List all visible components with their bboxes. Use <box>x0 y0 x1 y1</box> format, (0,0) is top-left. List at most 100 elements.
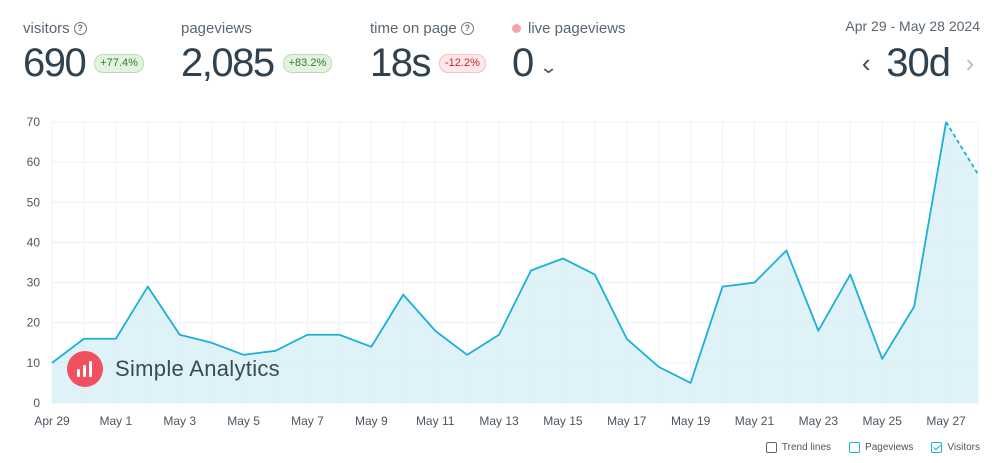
stat-pageviews[interactable]: pageviews 2,085 +83.2% <box>181 18 333 87</box>
visitors-chart[interactable]: 0 10 20 30 40 50 60 70 Apr 29 May 1 May 3 May 5 May… <box>0 100 1000 430</box>
data-point <box>752 281 756 285</box>
help-icon[interactable]: ? <box>460 21 474 35</box>
stat-time-row: 18s -12.2% <box>370 39 486 87</box>
data-point <box>689 381 693 385</box>
data-point <box>146 285 150 289</box>
data-point <box>721 285 725 289</box>
stat-visitors-row: 690 +77.4% <box>23 39 144 87</box>
data-point <box>497 333 501 337</box>
y-axis: 0 10 20 30 40 50 60 70 <box>27 115 41 410</box>
live-pageviews-value: 0 <box>512 41 534 85</box>
x-tick-label: May 23 <box>799 414 839 428</box>
pageviews-change-badge: +83.2% <box>282 53 333 73</box>
y-tick-label: 0 <box>33 396 40 410</box>
x-tick-label: May 13 <box>479 414 519 428</box>
data-point <box>912 305 916 309</box>
chevron-right-icon[interactable]: › <box>965 48 975 78</box>
period-value[interactable]: 30d <box>886 41 951 85</box>
data-point <box>657 365 661 369</box>
watermark-text: Simple Analytics <box>115 356 280 381</box>
data-point <box>210 341 214 345</box>
data-point <box>593 273 597 277</box>
x-tick-label: May 19 <box>671 414 711 428</box>
stat-pageviews-label-row: pageviews <box>181 18 332 38</box>
help-icon[interactable]: ? <box>73 21 87 35</box>
y-tick-label: 40 <box>27 235 41 249</box>
time-on-page-value: 18s <box>370 41 432 85</box>
time-on-page-change-badge: -12.2% <box>439 53 486 73</box>
legend-visitors-label: Visitors <box>947 442 980 453</box>
stat-visitors-label-row: visitors ? <box>23 18 144 38</box>
y-tick-label: 70 <box>27 115 41 129</box>
x-tick-label: May 1 <box>100 414 133 428</box>
checkbox-checked-icon[interactable] <box>931 442 943 453</box>
simple-analytics-logo-icon <box>67 351 103 387</box>
legend-visitors[interactable]: Visitors <box>931 442 980 453</box>
brand-watermark: Simple Analytics <box>67 351 280 387</box>
stat-time-on-page[interactable]: time on page ? 18s -12.2% <box>370 18 486 87</box>
y-tick-label: 20 <box>27 316 41 330</box>
live-dot-icon <box>512 23 521 33</box>
checkbox-icon[interactable] <box>765 442 777 453</box>
date-range: Apr 29 - May 28 2024 ‹ 30d › <box>845 18 980 87</box>
x-tick-label: May 7 <box>291 414 324 428</box>
data-point <box>529 269 533 273</box>
stat-live-label-row: live pageviews <box>512 18 626 38</box>
data-point <box>178 333 182 337</box>
data-point <box>880 357 884 361</box>
y-tick-label: 30 <box>27 276 41 290</box>
x-tick-label: May 11 <box>416 414 455 428</box>
x-tick-label: Apr 29 <box>34 414 70 428</box>
stat-pageviews-row: 2,085 +83.2% <box>181 39 333 87</box>
chevron-left-icon[interactable]: ‹ <box>861 48 871 78</box>
x-tick-label: May 27 <box>926 414 966 428</box>
y-tick-label: 10 <box>27 356 41 370</box>
data-point <box>976 172 980 176</box>
visitors-line <box>51 121 947 384</box>
x-tick-label: May 9 <box>355 414 388 428</box>
data-point <box>50 361 54 365</box>
legend-trend-lines[interactable]: Trend lines <box>765 442 832 453</box>
chevron-down-icon[interactable]: ⌄ <box>538 56 559 77</box>
data-point <box>465 353 469 357</box>
data-point <box>848 273 852 277</box>
x-tick-label: May 21 <box>735 414 775 428</box>
x-axis: Apr 29 May 1 May 3 May 5 May 7 May 9 May 11 May… <box>34 414 966 428</box>
x-tick-label: May 25 <box>863 414 903 428</box>
legend-trend-lines-label: Trend lines <box>781 442 832 453</box>
data-point <box>82 337 86 341</box>
visitors-label: visitors <box>23 19 70 37</box>
chart-legend: Trend lines Pageviews Visitors <box>765 442 980 453</box>
data-point <box>561 256 565 260</box>
data-point <box>625 337 629 341</box>
legend-pageviews[interactable]: Pageviews <box>849 442 913 453</box>
visitors-value: 690 <box>23 41 87 85</box>
data-point <box>433 329 437 333</box>
pageviews-label: pageviews <box>181 19 252 37</box>
data-point <box>305 333 309 337</box>
stat-live-row: 0 ⌄ <box>512 39 626 87</box>
x-tick-label: May 17 <box>607 414 647 428</box>
data-point <box>784 248 788 252</box>
y-tick-label: 60 <box>27 155 41 169</box>
data-point <box>401 293 405 297</box>
stat-time-label-row: time on page ? <box>370 18 486 38</box>
legend-pageviews-label: Pageviews <box>865 442 914 453</box>
x-tick-label: May 15 <box>543 414 583 428</box>
chart-area-layer <box>50 120 980 403</box>
visitors-line-partial <box>945 121 979 175</box>
data-point <box>944 120 948 124</box>
live-pageviews-label: live pageviews <box>528 19 626 37</box>
stat-visitors[interactable]: visitors ? 690 +77.4% <box>23 18 144 87</box>
data-point <box>816 329 820 333</box>
visitors-change-badge: +77.4% <box>94 53 144 73</box>
x-tick-label: May 3 <box>163 414 196 428</box>
x-tick-label: May 5 <box>227 414 260 428</box>
stats-bar: visitors ? 690 +77.4% pageviews 2,085 +8… <box>0 0 1000 90</box>
date-range-row: ‹ 30d › <box>845 39 980 87</box>
date-range-label[interactable]: Apr 29 - May 28 2024 <box>845 18 980 34</box>
y-tick-label: 50 <box>27 195 41 209</box>
data-point <box>337 333 341 337</box>
stat-live-pageviews[interactable]: live pageviews 0 ⌄ <box>512 18 626 87</box>
checkbox-icon[interactable] <box>849 442 861 453</box>
